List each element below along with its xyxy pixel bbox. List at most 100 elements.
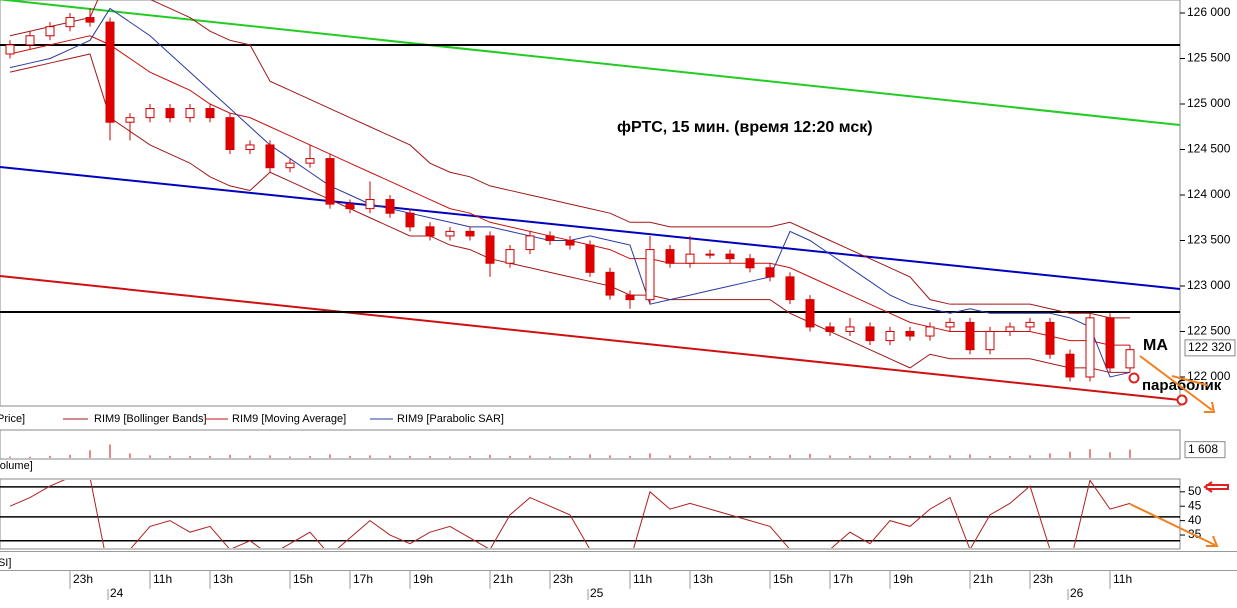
x-tick-label: 11h (633, 572, 652, 586)
annotation: параболик (1142, 377, 1222, 394)
arrows (1129, 355, 1219, 547)
candle-body (885, 330, 895, 342)
legend-price: Price] (0, 413, 25, 425)
axis-divider (0, 570, 1237, 571)
candle-body (5, 44, 15, 55)
y-tick-label: 125 500 (1187, 51, 1231, 65)
candle-body (1105, 317, 1115, 369)
legend-entry: RIM9 [Bollinger Bands] (94, 413, 207, 425)
volume-label: Volume] (0, 460, 33, 472)
candle-body (505, 249, 515, 264)
candle-body (465, 230, 475, 237)
chart-title: фРТС, 15 мин. (время 12:20 мск) (617, 119, 873, 136)
candle-body (25, 35, 35, 46)
candle-body (785, 276, 795, 301)
y-tick-label: 124 000 (1187, 187, 1231, 201)
x-tick-label: 13h (213, 572, 233, 586)
candle-body (565, 239, 575, 246)
legend-entry: RIM9 [Moving Average] (232, 413, 346, 425)
candle-body (265, 144, 275, 169)
y-tick-label: 123 000 (1187, 278, 1231, 292)
candle-body (105, 21, 115, 123)
date-label: 24 (110, 586, 124, 600)
candle-body (705, 253, 715, 256)
x-tick-label: 21h (973, 572, 993, 586)
rsi-line (9, 480, 1131, 548)
trend-line (0, 0, 1180, 127)
candle-body (845, 326, 855, 332)
candle-body (485, 235, 495, 264)
date-label: 25 (590, 586, 604, 600)
annotation: МА (1143, 337, 1168, 354)
candle-body (165, 108, 175, 119)
y-tick-label: 45 (1188, 498, 1202, 512)
candle-body (305, 158, 315, 164)
candle-body (65, 17, 75, 28)
y-tick-label: 125 000 (1187, 96, 1231, 110)
x-tick-label: 15h (773, 572, 793, 586)
candle-body (1045, 321, 1055, 355)
candle-body (865, 326, 875, 342)
candle-body (925, 326, 935, 337)
candle-body (45, 26, 55, 37)
candle-body (525, 235, 535, 251)
candle-body (725, 253, 735, 260)
candle-body (545, 235, 555, 241)
candle-body (745, 258, 755, 269)
x-tick-label: 19h (893, 572, 913, 586)
price-label-box (1184, 339, 1236, 357)
rsi-panel (0, 478, 1181, 550)
x-tick-label: 23h (553, 572, 573, 586)
trend-line (0, 274, 1180, 401)
candle-body (245, 144, 255, 150)
candle-body (445, 230, 455, 237)
y-tick-label: 124 500 (1187, 142, 1231, 156)
x-tick-label: 11h (1113, 572, 1132, 586)
candle-body (125, 117, 135, 123)
x-tick-label: 19h (413, 572, 433, 586)
bollinger-lower (9, 53, 1130, 373)
x-tick-label: 13h (693, 572, 713, 586)
candle-body (385, 199, 395, 214)
price-label: 122 320 (1188, 340, 1232, 354)
x-tick-label: 17h (833, 572, 853, 586)
rsi-label: RSI] (0, 557, 11, 569)
candle-body (1025, 321, 1035, 328)
candle-body (85, 17, 95, 23)
legend-entry: RIM9 [Parabolic SAR] (397, 413, 504, 425)
candle-body (965, 321, 975, 351)
candle-body (765, 267, 775, 278)
candle-body (185, 108, 195, 119)
candle-body (1125, 349, 1135, 369)
candle-body (685, 253, 695, 264)
candle-body (405, 212, 415, 228)
bollinger-upper (9, 0, 1130, 319)
candle-body (605, 271, 615, 296)
candle-body (205, 108, 215, 119)
candle-body (1085, 317, 1095, 378)
x-tick-label: 17h (353, 572, 373, 586)
y-tick-label: 122 000 (1187, 369, 1231, 383)
candle-body (805, 299, 815, 328)
trend-line (0, 165, 1180, 290)
candle-body (945, 321, 955, 328)
candle-body (225, 117, 235, 150)
candle-body (325, 158, 335, 205)
volume-last-label: 1 608 (1188, 442, 1218, 456)
date-label: 26 (1070, 586, 1084, 600)
x-tick-label: 11h (153, 572, 172, 586)
y-tick-label: 122 500 (1187, 324, 1231, 338)
x-tick-label: 21h (493, 572, 513, 586)
volume-panel (0, 429, 1181, 460)
candle-body (825, 326, 835, 332)
volume-label-box (1184, 441, 1226, 459)
candle-body (365, 199, 375, 210)
x-tick-label: 15h (293, 572, 313, 586)
y-tick-label: 126 000 (1187, 5, 1231, 19)
candle-body (345, 203, 355, 210)
axis-divider (0, 551, 1237, 552)
x-tick-label: 23h (1033, 572, 1053, 586)
candle-body (585, 244, 595, 273)
candle-body (425, 226, 435, 237)
